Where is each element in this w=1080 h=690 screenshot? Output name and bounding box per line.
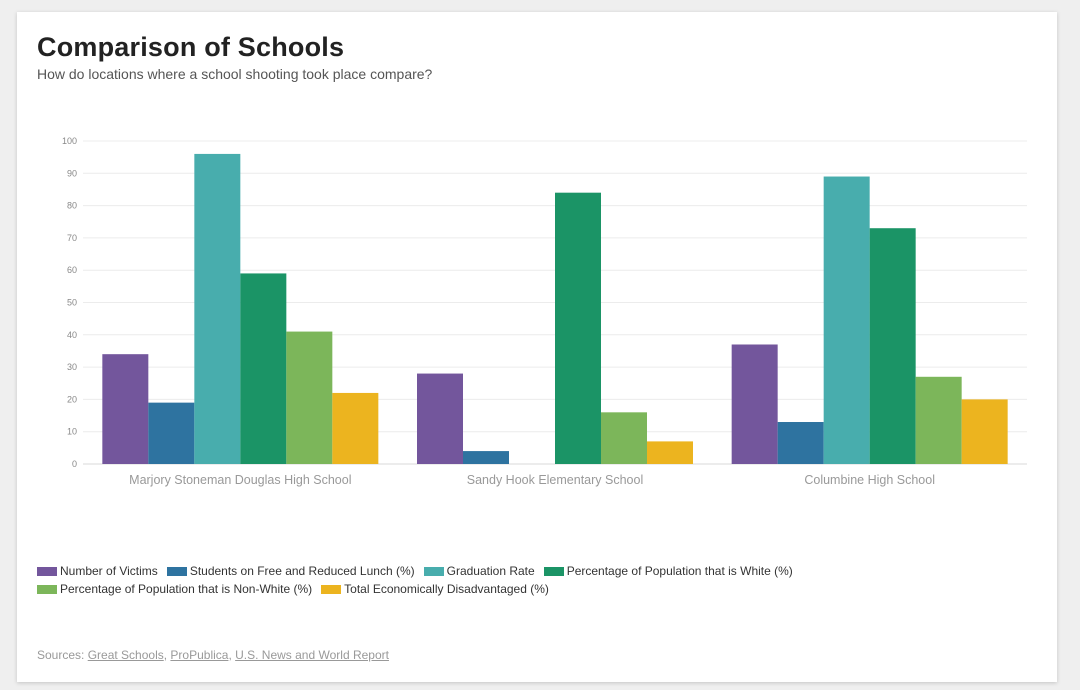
bar — [555, 192, 601, 464]
y-tick-label: 50 — [67, 298, 77, 308]
bar — [240, 273, 287, 464]
bar — [777, 422, 824, 464]
source-link-propublica[interactable]: ProPublica — [170, 648, 229, 662]
y-tick-label: 70 — [67, 233, 77, 243]
y-tick-label: 10 — [67, 427, 77, 437]
y-tick-label: 100 — [62, 136, 77, 146]
bar — [102, 354, 149, 464]
bar — [731, 344, 778, 464]
legend-item[interactable]: Percentage of Population that is White (… — [543, 563, 793, 579]
bar — [647, 441, 693, 464]
bar — [601, 412, 647, 464]
legend-item[interactable]: Students on Free and Reduced Lunch (%) — [166, 563, 415, 579]
legend-label: Students on Free and Reduced Lunch (%) — [189, 564, 415, 578]
source-link-us-news[interactable]: U.S. News and World Report — [235, 648, 389, 662]
sources-note: Sources: Great Schools, ProPublica, U.S.… — [37, 648, 389, 662]
bar — [332, 392, 379, 464]
source-link-great-schools[interactable]: Great Schools — [87, 648, 164, 662]
bar — [915, 376, 962, 464]
y-tick-label: 60 — [67, 265, 77, 275]
legend-label: Percentage of Population that is Non-Whi… — [60, 582, 313, 596]
legend-swatch — [166, 566, 187, 576]
legend-item[interactable]: Total Economically Disadvantaged (%) — [321, 581, 549, 597]
y-tick-label: 40 — [67, 330, 77, 340]
y-tick-label: 90 — [67, 168, 77, 178]
bar — [417, 373, 463, 464]
chart-subtitle: How do locations where a school shooting… — [37, 66, 433, 82]
x-category-label: Sandy Hook Elementary School — [467, 473, 643, 487]
bar — [463, 451, 509, 464]
x-category-label: Marjory Stoneman Douglas High School — [129, 473, 351, 487]
x-category-label: Columbine High School — [804, 473, 935, 487]
legend-item[interactable]: Graduation Rate — [423, 563, 535, 579]
legend-label: Number of Victims — [60, 564, 158, 578]
sources-prefix: Sources: — [37, 648, 85, 662]
chart-title: Comparison of Schools — [37, 32, 345, 62]
bar — [961, 399, 1008, 464]
bar — [823, 176, 870, 464]
legend-swatch — [423, 566, 444, 576]
y-tick-label: 80 — [67, 201, 77, 211]
legend-label: Graduation Rate — [446, 564, 535, 578]
chart-legend: Number of Victims Students on Free and Re… — [37, 563, 1037, 597]
bar — [286, 331, 333, 464]
legend-label: Total Economically Disadvantaged (%) — [344, 582, 549, 596]
bar — [194, 153, 241, 465]
legend-swatch — [321, 584, 342, 594]
y-tick-label: 20 — [67, 394, 77, 404]
legend-item[interactable]: Number of Victims — [37, 563, 158, 579]
legend-swatch — [37, 566, 57, 576]
legend-item[interactable]: Percentage of Population that is Non-Whi… — [37, 581, 312, 597]
y-tick-label: 30 — [67, 362, 77, 372]
bar — [148, 402, 195, 464]
legend-swatch — [543, 566, 564, 576]
legend-label: Percentage of Population that is White (… — [566, 564, 793, 578]
y-tick-label: 0 — [72, 459, 77, 469]
legend-swatch — [37, 584, 57, 594]
bar-chart: 0 10 20 30 40 50 60 70 80 90 100 Marjory Stoneman D… — [62, 136, 1027, 487]
bar — [869, 228, 916, 464]
chart-card: Comparison of Schools How do locations w… — [17, 12, 1057, 682]
